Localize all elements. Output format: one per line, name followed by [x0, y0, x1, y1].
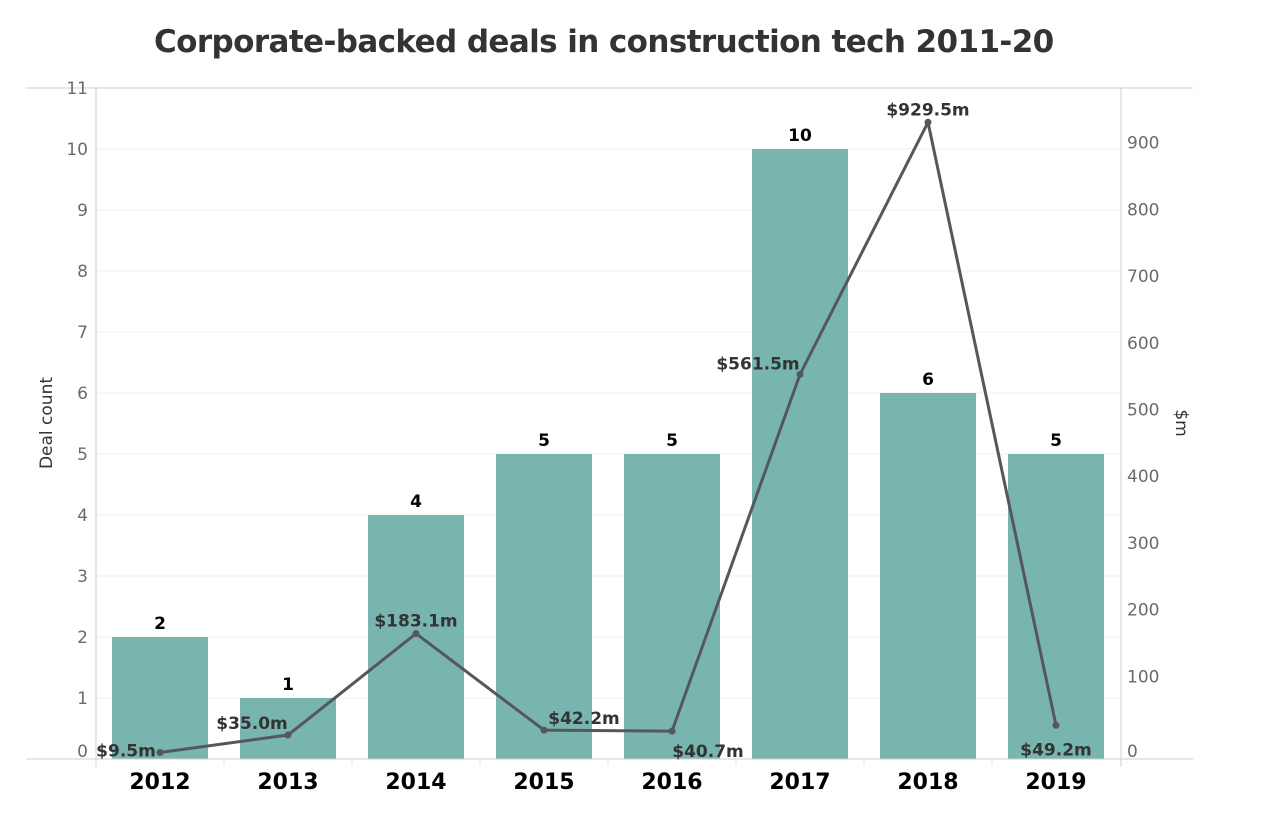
- y-tick-label-right: 200: [1127, 601, 1159, 621]
- line-value-label: $929.5m: [886, 100, 969, 120]
- x-tick-label: 2015: [513, 770, 574, 795]
- bar-value-label: 4: [410, 492, 422, 512]
- line-value-label: $561.5m: [716, 354, 799, 374]
- y-tick-label-right: 800: [1127, 200, 1159, 220]
- bar-value-label: 5: [1050, 431, 1062, 451]
- x-tick-label: 2012: [129, 770, 190, 795]
- line-value-label: $35.0m: [216, 714, 288, 734]
- axis-ticks: 0123456789101101002003004005006007008009…: [66, 79, 1159, 795]
- y-tick-label-right: 300: [1127, 534, 1159, 554]
- line-point: [412, 630, 420, 638]
- chart-title: Corporate-backed deals in construction t…: [154, 24, 1054, 60]
- y-tick-label-right: 0: [1127, 742, 1138, 762]
- y-tick-label-left: 3: [77, 567, 88, 587]
- y-tick-label-right: 700: [1127, 267, 1159, 287]
- x-tick-label: 2013: [257, 770, 318, 795]
- y-tick-label-right: 600: [1127, 334, 1159, 354]
- y-tick-label-left: 1: [77, 689, 88, 709]
- y-tick-label-left: 11: [66, 79, 88, 99]
- line-point: [1052, 721, 1060, 729]
- line-value-label: $42.2m: [548, 709, 620, 729]
- bar-value-label: 10: [788, 126, 812, 146]
- bar-value-label: 1: [282, 675, 294, 695]
- y-tick-label-right: 900: [1127, 134, 1159, 154]
- bar: [112, 637, 208, 759]
- bar: [880, 393, 976, 759]
- y-tick-label-left: 8: [77, 262, 88, 282]
- y-tick-label-right: 500: [1127, 401, 1159, 421]
- y-tick-label-left: 2: [77, 628, 88, 648]
- y-tick-label-left: 4: [77, 506, 88, 526]
- line-value-label: $183.1m: [374, 612, 457, 632]
- bar: [496, 454, 592, 759]
- y-tick-label-left: 5: [77, 445, 88, 465]
- y-tick-label-right: 100: [1127, 667, 1159, 687]
- x-tick-label: 2017: [769, 770, 830, 795]
- line-path: [159, 120, 1058, 754]
- line-point: [156, 748, 164, 756]
- line-point: [924, 118, 932, 126]
- bar: [752, 149, 848, 759]
- bar-value-label: 6: [922, 370, 934, 390]
- bar: [624, 454, 720, 759]
- line-point: [540, 726, 548, 734]
- y-tick-label-right: 400: [1127, 467, 1159, 487]
- bar: [1008, 454, 1104, 759]
- y-tick-label-left: 10: [66, 140, 88, 160]
- x-tick-label: 2016: [641, 770, 702, 795]
- axes-frame: [26, 87, 1193, 767]
- line-point: [284, 731, 292, 739]
- y-tick-label-left: 9: [77, 201, 88, 221]
- line-series: [156, 118, 1060, 756]
- y-axis-title-right: $m: [1171, 409, 1191, 436]
- gridlines: [96, 148, 1121, 699]
- x-tick-label: 2019: [1025, 770, 1086, 795]
- line-value-label: $9.5m: [96, 741, 156, 761]
- y-tick-label-left: 6: [77, 384, 88, 404]
- x-tick-label: 2018: [897, 770, 958, 795]
- data-labels: 2 1 4 5 5 10 6 5 $9.5m $35.0m $183.1m $42.2m $40.7m $…: [96, 100, 1092, 762]
- bar-value-label: 5: [666, 431, 678, 451]
- x-tick-label: 2014: [385, 770, 446, 795]
- line-value-label: $49.2m: [1020, 740, 1092, 760]
- y-tick-label-left: 0: [77, 742, 88, 762]
- y-tick-label-left: 7: [77, 323, 88, 343]
- line-point: [796, 370, 804, 378]
- bar-value-label: 2: [154, 614, 166, 634]
- bar-value-label: 5: [538, 431, 550, 451]
- y-axis-title-left: Deal count: [37, 377, 57, 469]
- line-value-label: $40.7m: [672, 742, 744, 762]
- line-point: [668, 727, 676, 735]
- bar-series: [112, 149, 1104, 759]
